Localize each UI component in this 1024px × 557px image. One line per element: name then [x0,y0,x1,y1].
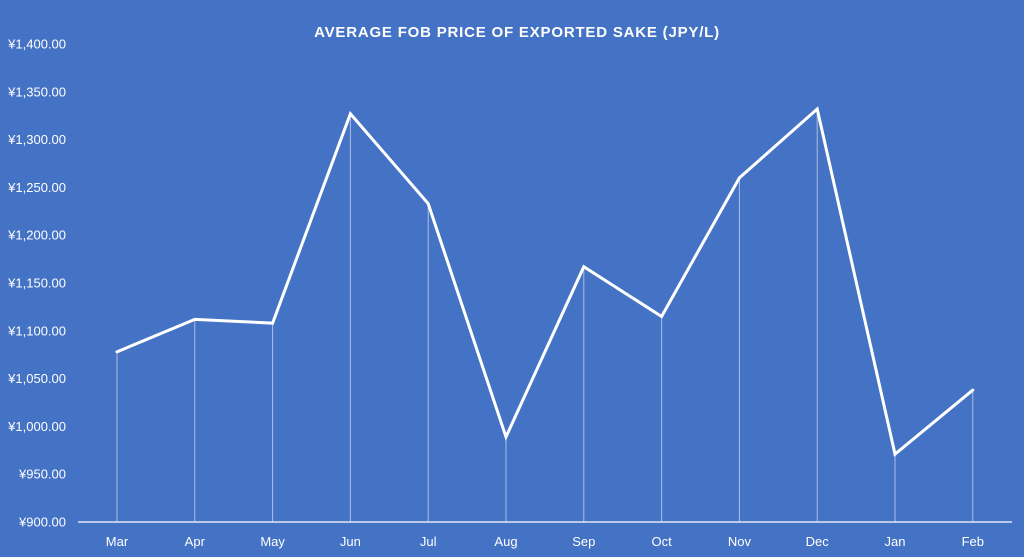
y-tick-label: ¥950.00 [18,467,66,482]
x-tick-label: Jan [885,534,906,549]
y-tick-label: ¥1,200.00 [7,228,66,243]
y-tick-label: ¥1,150.00 [7,276,66,291]
x-tick-label: Dec [806,534,830,549]
y-tick-label: ¥1,400.00 [7,37,66,52]
x-tick-label: Mar [106,534,129,549]
drop-lines [116,109,974,522]
x-tick-label: Jun [340,534,361,549]
y-tick-label: ¥1,250.00 [7,180,66,195]
x-tick-label: Nov [728,534,752,549]
x-tick-label: Feb [962,534,984,549]
y-tick-label: ¥1,000.00 [7,419,66,434]
y-tick-label: ¥1,100.00 [7,323,66,338]
series-line [115,106,975,457]
x-tick-label: Oct [651,534,672,549]
x-tick-label: Aug [494,534,517,549]
x-tick-label: Apr [185,534,206,549]
y-tick-label: ¥1,350.00 [7,84,66,99]
x-tick-label: Sep [572,534,595,549]
x-tick-label: May [260,534,285,549]
x-axis-tick-labels: Mar Apr May Jun Jul Aug Sep Oct Nov Dec Jan Feb [106,534,984,549]
x-tick-label: Jul [420,534,437,549]
y-tick-label: ¥1,050.00 [7,371,66,386]
chart-title: AVERAGE FOB PRICE OF EXPORTED SAKE (JPY/… [314,24,720,41]
y-tick-label: ¥1,300.00 [7,132,66,147]
y-axis-tick-labels: ¥900.00 ¥950.00 ¥1,000.00 ¥1,050.00 ¥1,100.0… [7,37,66,530]
y-tick-label: ¥900.00 [18,515,66,530]
